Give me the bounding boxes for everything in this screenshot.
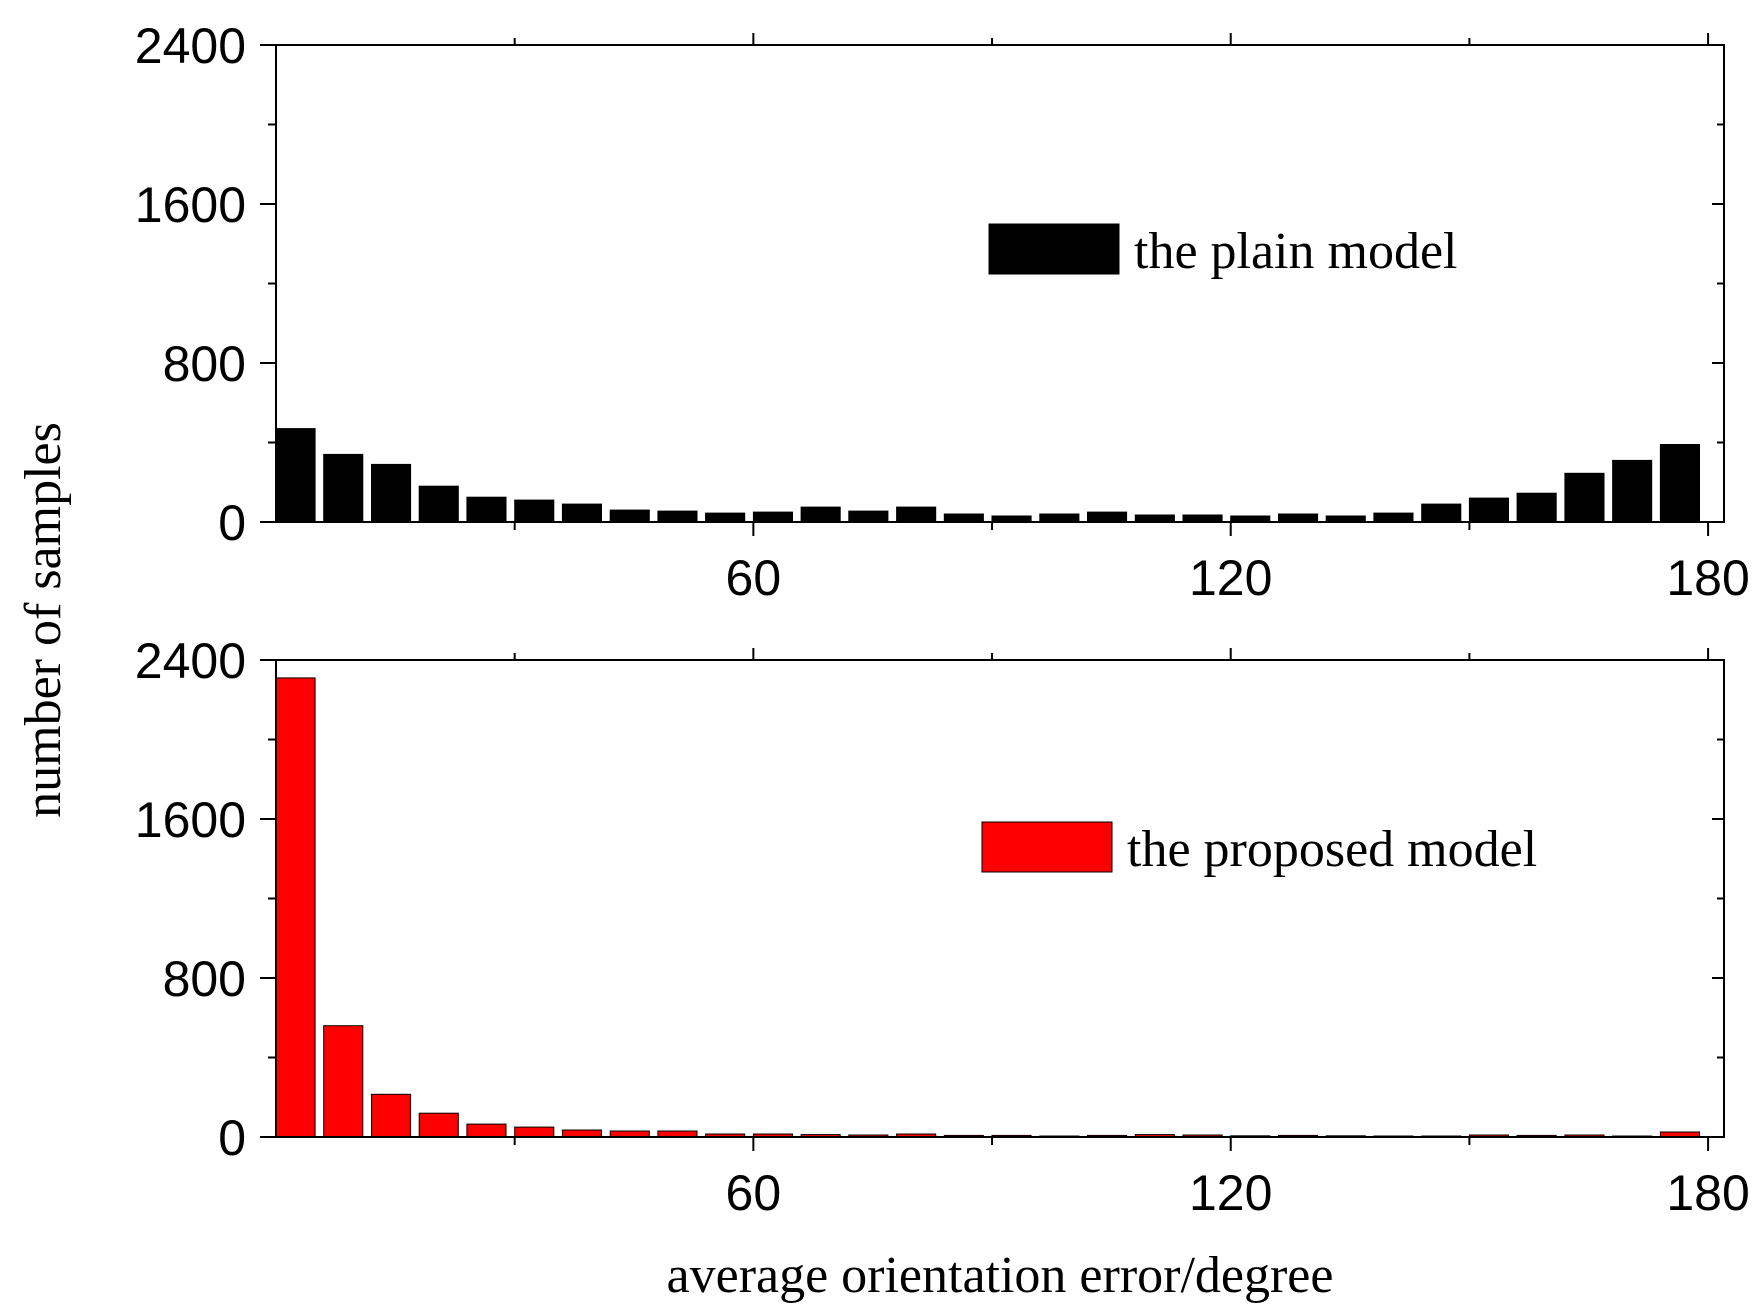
bar — [1612, 459, 1653, 523]
legend-label: the plain model — [1134, 223, 1457, 280]
bar — [514, 499, 555, 523]
x-tick-label: 120 — [1189, 1165, 1272, 1221]
bar — [275, 677, 316, 1138]
bar — [561, 503, 603, 523]
bar — [561, 1129, 603, 1138]
y-tick-label: 800 — [163, 951, 246, 1007]
bar — [896, 506, 937, 523]
bar — [752, 511, 794, 523]
legend-swatch — [988, 223, 1120, 275]
bar — [1278, 513, 1319, 523]
bar — [323, 453, 364, 523]
bar — [1564, 472, 1605, 523]
bar — [943, 513, 984, 523]
plot-frame — [275, 659, 1725, 1138]
y-tick-label: 2400 — [135, 18, 246, 74]
bar — [466, 1123, 507, 1138]
bar — [1087, 511, 1128, 523]
bar — [1182, 514, 1223, 523]
x-tick-label: 180 — [1666, 550, 1749, 606]
x-tick-label: 60 — [726, 550, 782, 606]
y-tick-label: 2400 — [135, 633, 246, 689]
x-axis-title: average orientation error/degree — [667, 1247, 1334, 1304]
legend-label: the proposed model — [1127, 821, 1537, 878]
bar — [371, 1093, 412, 1138]
plain-model-panel: 0 800 1600 2400 60 120 180 the plain model — [135, 18, 1750, 606]
x-tick-label: 60 — [726, 1165, 782, 1221]
bar — [323, 1025, 364, 1138]
y-axis-title: number of samples — [15, 422, 72, 818]
bar — [1373, 512, 1414, 523]
bar — [1468, 497, 1510, 523]
bar — [1421, 503, 1462, 523]
bar — [1659, 444, 1701, 523]
bar — [1516, 492, 1557, 523]
bar — [1039, 513, 1080, 523]
y-tick-label: 1600 — [135, 177, 246, 233]
x-tick-label: 180 — [1666, 1165, 1749, 1221]
legend-swatch — [981, 821, 1113, 873]
proposed-model-panel: 0 800 1600 2400 60 120 180 the proposed model — [135, 633, 1750, 1221]
bar — [514, 1126, 555, 1138]
x-tick-label: 120 — [1189, 550, 1272, 606]
y-tick-label: 0 — [218, 495, 246, 551]
y-tick-label: 1600 — [135, 792, 246, 848]
bar — [1134, 514, 1175, 523]
bar — [418, 1112, 459, 1138]
y-tick-label: 800 — [163, 336, 246, 392]
bar — [275, 428, 316, 523]
bar — [657, 510, 698, 523]
bar — [371, 463, 412, 523]
bar — [800, 506, 841, 523]
plot-frame — [275, 44, 1725, 523]
bar — [418, 485, 459, 523]
y-tick-label: 0 — [218, 1110, 246, 1166]
bar — [848, 510, 889, 523]
bar — [609, 509, 650, 523]
bar — [705, 512, 746, 523]
bar — [466, 496, 507, 523]
